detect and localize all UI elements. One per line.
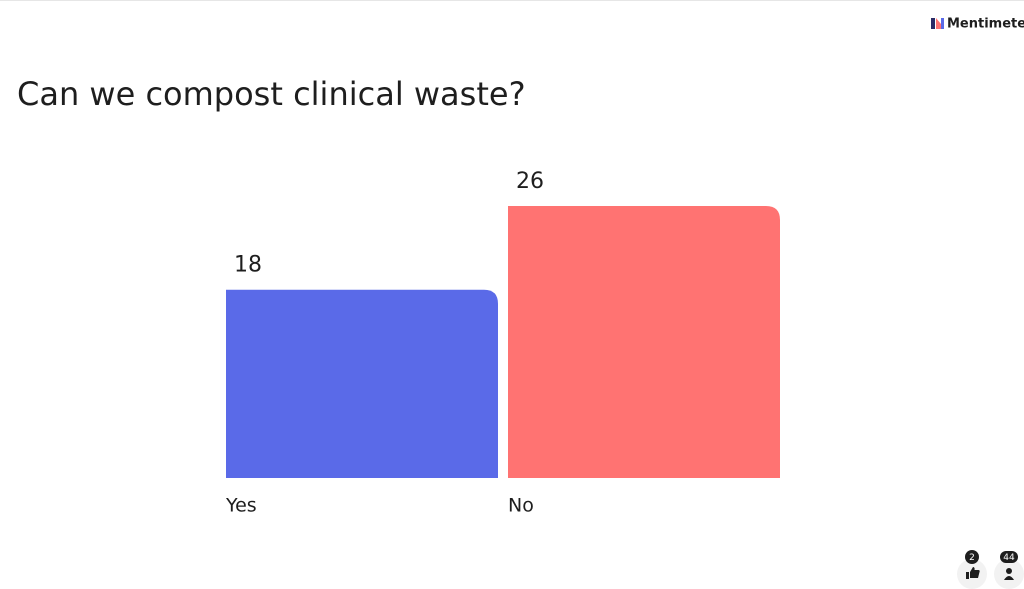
- reaction-buttons: 2 44: [957, 550, 1024, 589]
- brand-logo: [931, 18, 944, 29]
- participants-count: 44: [1003, 553, 1015, 563]
- brand-name: Mentimeter: [947, 17, 1024, 32]
- person-icon: [1004, 576, 1014, 580]
- bar: [508, 206, 780, 478]
- value-label: 26: [516, 169, 544, 194]
- like-icon: [966, 567, 980, 579]
- chart-title: Can we compost clinical waste?: [17, 75, 526, 113]
- badge: [1000, 551, 1018, 563]
- bar: [226, 289, 498, 478]
- likes-count: 2: [969, 553, 975, 563]
- badge: [965, 550, 979, 564]
- value-label: 18: [234, 253, 262, 278]
- category-label: No: [508, 495, 534, 517]
- person-icon: [1006, 568, 1012, 574]
- plot: 18 Yes 26 No: [225, 169, 780, 517]
- category-label: Yes: [225, 495, 257, 517]
